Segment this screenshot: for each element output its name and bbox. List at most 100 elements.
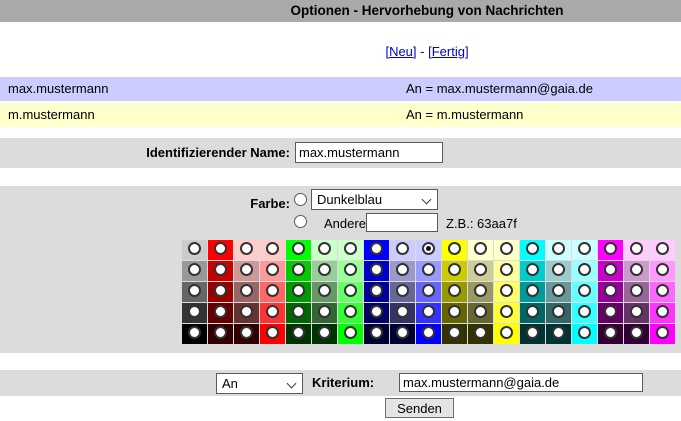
color-radio-660000[interactable]: [214, 305, 227, 318]
color-radio-336633[interactable]: [318, 305, 331, 318]
color-cell-0000ff[interactable]: [416, 324, 441, 344]
color-radio-cc0000[interactable]: [214, 263, 227, 276]
color-cell-ffcccc[interactable]: [234, 240, 259, 260]
color-radio-ff0000[interactable]: [266, 326, 279, 339]
color-cell-333366[interactable]: [390, 303, 415, 323]
color-cell-6666ff[interactable]: [416, 282, 441, 302]
color-cell-9999ff[interactable]: [416, 261, 441, 281]
color-cell-ffff99[interactable]: [494, 261, 519, 281]
color-radio-996666[interactable]: [240, 284, 253, 297]
color-radio-333333[interactable]: [188, 305, 201, 318]
color-cell-00ff00[interactable]: [338, 324, 363, 344]
color-cell-ccccff[interactable]: [416, 240, 441, 260]
color-cell-00ffff[interactable]: [572, 324, 597, 344]
color-radio-ff9999[interactable]: [266, 263, 279, 276]
color-cell-666699[interactable]: [390, 282, 415, 302]
color-radio-663333[interactable]: [240, 305, 253, 318]
color-radio-ffff66[interactable]: [500, 284, 513, 297]
color-radio-999966[interactable]: [474, 284, 487, 297]
color-radio-ff6666[interactable]: [266, 284, 279, 297]
color-radio-333366[interactable]: [396, 305, 409, 318]
color-cell-000066[interactable]: [364, 303, 389, 323]
color-cell-333333[interactable]: [182, 303, 207, 323]
color-radio-cc99cc[interactable]: [630, 263, 643, 276]
color-radio-669966[interactable]: [318, 284, 331, 297]
color-radio-ffff00[interactable]: [448, 242, 461, 255]
color-cell-003333[interactable]: [520, 324, 545, 344]
color-radio-003333[interactable]: [526, 326, 539, 339]
color-cell-ccccff[interactable]: [390, 240, 415, 260]
color-radio-666666[interactable]: [188, 284, 201, 297]
color-radio-00cccc[interactable]: [526, 263, 539, 276]
color-cell-ffccff[interactable]: [624, 240, 649, 260]
color-cell-669966[interactable]: [312, 282, 337, 302]
color-radio-003300[interactable]: [292, 326, 305, 339]
color-radio-ffff33[interactable]: [500, 305, 513, 318]
color-radio-9999cc[interactable]: [396, 263, 409, 276]
color-cell-00cccc[interactable]: [520, 261, 545, 281]
color-cell-3333ff[interactable]: [416, 303, 441, 323]
color-cell-ff3333[interactable]: [260, 303, 285, 323]
criteria-type-dropdown[interactable]: An: [216, 373, 303, 394]
color-cell-999966[interactable]: [468, 282, 493, 302]
senden-button[interactable]: Senden: [385, 398, 454, 418]
color-cell-000033[interactable]: [364, 324, 389, 344]
color-radio-000033[interactable]: [370, 326, 383, 339]
color-radio-330000[interactable]: [240, 326, 253, 339]
color-cell-ff00ff[interactable]: [650, 324, 675, 344]
color-radio-3333ff[interactable]: [422, 305, 435, 318]
color-cell-ccffff[interactable]: [572, 240, 597, 260]
color-radio-99cc99[interactable]: [318, 263, 331, 276]
color-cell-cccccc[interactable]: [182, 240, 207, 260]
color-cell-ffff00[interactable]: [494, 324, 519, 344]
color-cell-ccffff[interactable]: [546, 240, 571, 260]
color-cell-ffff00[interactable]: [442, 240, 467, 260]
color-cell-330000[interactable]: [234, 324, 259, 344]
color-cell-663333[interactable]: [234, 303, 259, 323]
color-radio-ff33ff[interactable]: [656, 305, 669, 318]
color-cell-ffffcc[interactable]: [468, 240, 493, 260]
color-cell-99ff99[interactable]: [338, 261, 363, 281]
color-cell-cc99cc[interactable]: [624, 261, 649, 281]
color-cell-cc00cc[interactable]: [598, 261, 623, 281]
color-cell-666600[interactable]: [442, 303, 467, 323]
color-radio-996699[interactable]: [630, 284, 643, 297]
color-other-radio[interactable]: [294, 215, 307, 228]
color-cell-33ffff[interactable]: [572, 303, 597, 323]
color-cell-999900[interactable]: [442, 282, 467, 302]
color-cell-ff9999[interactable]: [260, 261, 285, 281]
color-cell-0000cc[interactable]: [364, 261, 389, 281]
color-radio-ff99ff[interactable]: [656, 263, 669, 276]
color-radio-99ff99[interactable]: [344, 263, 357, 276]
color-cell-99cc99[interactable]: [312, 261, 337, 281]
color-radio-666600[interactable]: [448, 305, 461, 318]
color-radio-33ffff[interactable]: [578, 305, 591, 318]
color-cell-330033[interactable]: [624, 324, 649, 344]
color-radio-00cc00[interactable]: [292, 263, 305, 276]
color-radio-999900[interactable]: [448, 284, 461, 297]
color-radio-003333[interactable]: [552, 326, 565, 339]
color-radio-33ff33[interactable]: [344, 305, 357, 318]
color-radio-000033[interactable]: [396, 326, 409, 339]
color-radio-333300[interactable]: [474, 326, 487, 339]
color-cell-ff66ff[interactable]: [650, 282, 675, 302]
color-cell-666666[interactable]: [182, 282, 207, 302]
color-cell-333300[interactable]: [468, 324, 493, 344]
color-cell-999999[interactable]: [182, 261, 207, 281]
color-radio-ccffff[interactable]: [578, 242, 591, 255]
color-cell-ff99ff[interactable]: [650, 261, 675, 281]
color-radio-ffff00[interactable]: [500, 326, 513, 339]
color-radio-00ffff[interactable]: [526, 242, 539, 255]
color-cell-000033[interactable]: [390, 324, 415, 344]
color-other-input[interactable]: [366, 213, 438, 232]
color-cell-0000ff[interactable]: [364, 240, 389, 260]
color-radio-006600[interactable]: [292, 305, 305, 318]
color-radio-0000ff[interactable]: [370, 242, 383, 255]
color-cell-ff0000[interactable]: [260, 324, 285, 344]
color-cell-330000[interactable]: [208, 324, 233, 344]
color-cell-006666[interactable]: [520, 303, 545, 323]
color-radio-000066[interactable]: [370, 305, 383, 318]
color-cell-996666[interactable]: [234, 282, 259, 302]
color-radio-ccffff[interactable]: [552, 242, 565, 255]
color-cell-666633[interactable]: [468, 303, 493, 323]
